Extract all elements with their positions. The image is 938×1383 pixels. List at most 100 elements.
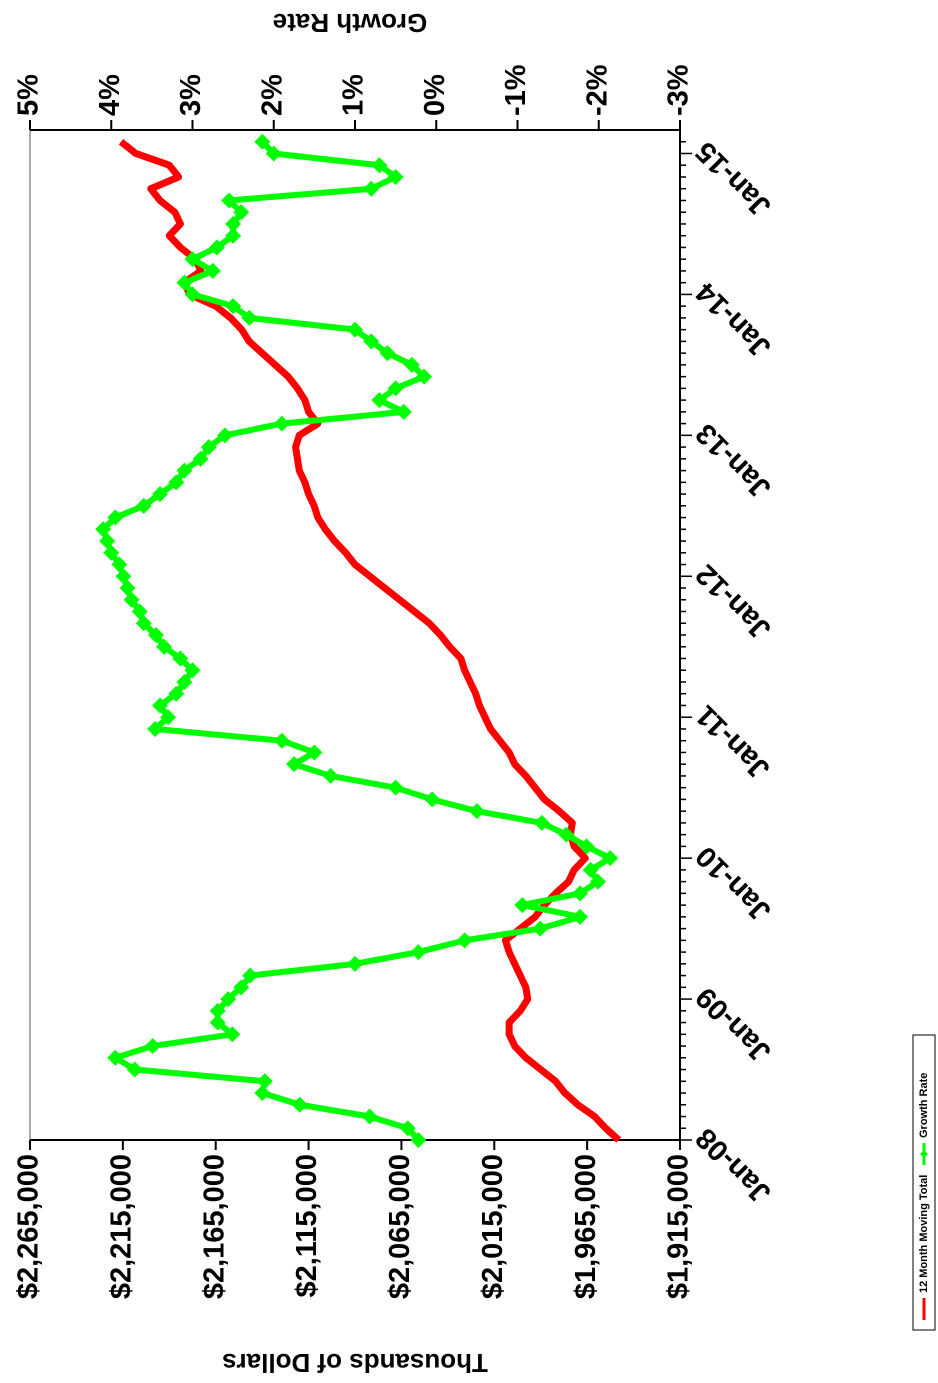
marker [371, 392, 388, 409]
marker [363, 333, 380, 350]
marker [387, 779, 404, 796]
marker [233, 979, 250, 996]
marker [602, 850, 619, 867]
marker [256, 1073, 273, 1090]
y-tick-label: $2,265,000 [13, 1154, 45, 1299]
marker [225, 298, 242, 315]
marker [220, 991, 237, 1008]
marker [572, 885, 589, 902]
y-tick-label: $2,215,000 [106, 1154, 138, 1299]
marker [208, 239, 225, 256]
marker [144, 1038, 161, 1055]
marker [209, 1002, 226, 1019]
marker [107, 1049, 124, 1066]
marker [184, 251, 201, 268]
marker [582, 861, 599, 878]
y-tick-label: $2,165,000 [198, 1154, 230, 1299]
rotated-chart: Thousands of Dollars Growth Rate $1,915,… [13, 8, 936, 1378]
marker [410, 1132, 427, 1148]
marker [224, 1026, 241, 1043]
marker [347, 321, 363, 338]
y2-tick-label: 1% [338, 74, 370, 116]
y-axis-title: Thousands of Dollars [222, 1348, 488, 1378]
marker [361, 1108, 378, 1125]
y2-tick-label: 0% [419, 74, 451, 116]
marker [572, 908, 589, 925]
marker [111, 556, 128, 573]
x-tick-label: Jan-11 [690, 699, 776, 785]
x-tick-label: Jan-12 [690, 558, 778, 646]
marker [131, 603, 148, 620]
marker [233, 204, 250, 221]
marker [468, 803, 485, 820]
marker [209, 1014, 226, 1031]
marker [379, 345, 396, 362]
marker [241, 309, 258, 326]
marker [347, 955, 363, 972]
marker [152, 697, 168, 714]
marker [265, 145, 282, 162]
marker [217, 427, 233, 444]
y-tick-label: $2,065,000 [384, 1154, 416, 1299]
y2-tick-label: 5% [13, 74, 45, 116]
marker [403, 356, 420, 373]
marker [176, 274, 193, 291]
marker [172, 650, 189, 667]
marker [306, 744, 323, 761]
marker [107, 509, 124, 526]
series-line [118, 138, 622, 1143]
marker [225, 227, 242, 244]
y2-tick-label: 2% [256, 74, 288, 116]
marker [147, 720, 164, 737]
marker [514, 897, 531, 914]
marker [589, 873, 606, 890]
marker [147, 627, 164, 643]
legend-label: Growth Rate [918, 1073, 930, 1138]
marker [168, 685, 185, 702]
x-tick-label: Jan-10 [690, 840, 778, 928]
marker [424, 791, 441, 808]
marker [135, 497, 152, 514]
marker [184, 662, 201, 679]
y2-axis-title: Growth Rate [273, 8, 428, 38]
x-tick-label: Jan-14 [690, 276, 778, 364]
marker [242, 967, 259, 984]
marker [273, 732, 290, 749]
x-tick-label: Jan-09 [690, 981, 778, 1069]
marker [119, 580, 136, 597]
marker [387, 380, 404, 397]
marker [322, 767, 339, 784]
marker [160, 709, 177, 726]
marker [204, 262, 221, 279]
series-line [100, 139, 614, 1143]
marker [126, 1061, 143, 1078]
marker [184, 286, 201, 303]
marker [410, 944, 427, 961]
x-tick-label: Jan-13 [690, 417, 778, 505]
y-tick-label: $2,015,000 [477, 1154, 509, 1299]
marker [578, 838, 595, 855]
marker [254, 1085, 271, 1102]
marker [532, 920, 549, 937]
marker [456, 932, 473, 949]
marker [221, 192, 238, 209]
x-tick-label: Jan-08 [690, 1122, 778, 1210]
marker [399, 1120, 416, 1137]
marker [395, 403, 412, 420]
legend-marker [920, 1150, 928, 1158]
marker [152, 486, 168, 503]
marker [286, 756, 303, 773]
marker [273, 415, 290, 432]
y-tick-label: $1,915,000 [663, 1154, 695, 1299]
marker [225, 215, 242, 232]
marker [387, 168, 404, 185]
y-tick-label: $2,115,000 [291, 1154, 323, 1298]
x-tick-label: Jan-15 [690, 135, 778, 223]
marker [200, 439, 217, 456]
y2-tick-label: 4% [94, 74, 126, 116]
legend-label: 12 Month Moving Total [918, 1175, 930, 1293]
marker [168, 474, 185, 491]
marker [416, 368, 433, 385]
marker [371, 157, 388, 174]
